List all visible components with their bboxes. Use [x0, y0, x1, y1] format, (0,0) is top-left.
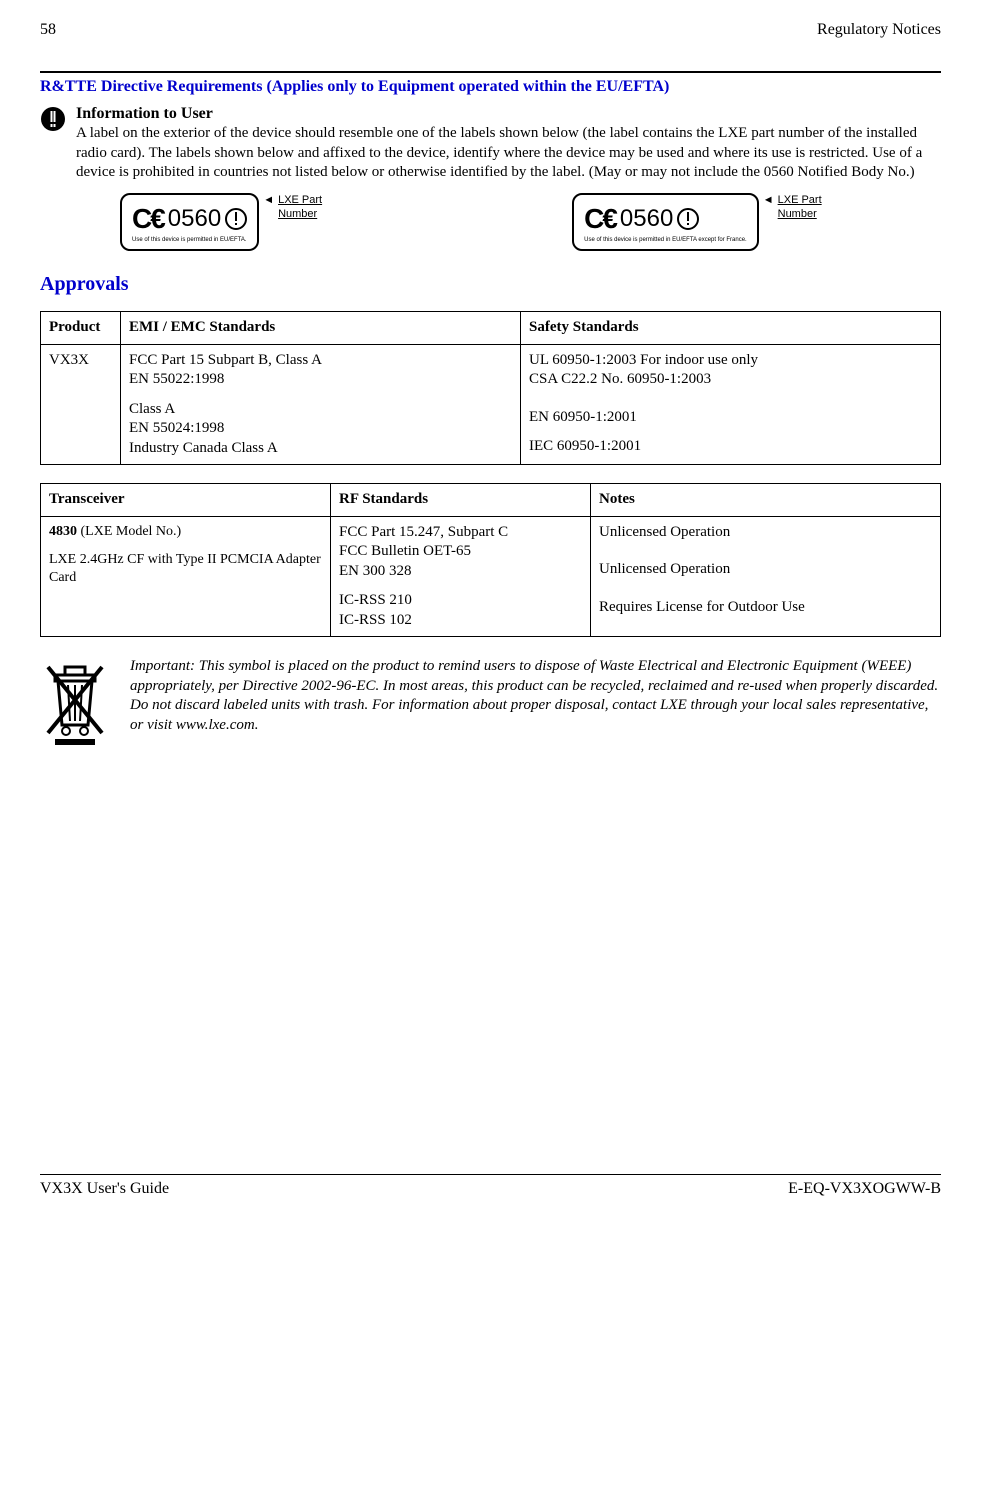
ce-label-2: C€ 0560 Use of this device is permitted …: [572, 193, 822, 251]
product-cell: VX3X: [41, 344, 121, 465]
table-header: EMI / EMC Standards: [121, 312, 521, 345]
cell-line: Class A: [129, 400, 512, 420]
cell-line: IEC 60950-1:2001: [529, 437, 932, 457]
cell-line: IC-RSS 102: [339, 611, 582, 631]
approvals-heading: Approvals: [40, 271, 941, 297]
footer-left: VX3X User's Guide: [40, 1179, 169, 1200]
table-header: Product: [41, 312, 121, 345]
ce-mark-icon: C€: [584, 201, 616, 237]
info-to-user-block: Information to User A label on the exter…: [40, 104, 941, 183]
cell-line: (LXE Model No.): [77, 524, 181, 539]
cell-line: CSA C22.2 No. 60950-1:2003: [529, 370, 932, 390]
table-header: Notes: [591, 484, 941, 517]
arrow-left-icon: ◄: [263, 193, 274, 207]
weee-block: Important: This symbol is placed on the …: [40, 657, 941, 754]
ce-label-1-box: C€ 0560 Use of this device is permitted …: [120, 193, 259, 251]
ce-label-1-smalltext: Use of this device is permitted in EU/EF…: [132, 237, 247, 245]
arrow-left-icon: ◄: [763, 193, 774, 207]
cell-line: FCC Bulletin OET-65: [339, 542, 582, 562]
cell-line: Unlicensed Operation: [599, 523, 932, 543]
cell-line: 4830: [49, 524, 77, 539]
approvals-table-1: Product EMI / EMC Standards Safety Stand…: [40, 311, 941, 465]
table-header: RF Standards: [331, 484, 591, 517]
cell-line: Requires License for Outdoor Use: [599, 598, 932, 618]
ce-label-2-box: C€ 0560 Use of this device is permitted …: [572, 193, 759, 251]
table-row: 4830 (LXE Model No.) LXE 2.4GHz CF with …: [41, 516, 941, 637]
page-number: 58: [40, 20, 56, 41]
emi-cell: FCC Part 15 Subpart B, Class A EN 55022:…: [121, 344, 521, 465]
cell-line: Unlicensed Operation: [599, 560, 932, 580]
info-to-user-title: Information to User: [76, 104, 941, 125]
footer-rule: [40, 1174, 941, 1175]
page-footer: VX3X User's Guide E-EQ-VX3XOGWW-B: [40, 1179, 941, 1200]
ce-notified-body-number: 0560: [168, 203, 221, 234]
cell-line: EN 55024:1998: [129, 419, 512, 439]
cell-line: LXE 2.4GHz CF with Type II PCMCIA Adapte…: [49, 551, 322, 587]
lxe-part-label-1: LXE Part Number: [278, 193, 322, 222]
ce-labels-row: C€ 0560 Use of this device is permitted …: [120, 193, 941, 251]
table-header: Safety Standards: [521, 312, 941, 345]
lxe-part-label-2: LXE Part Number: [778, 193, 822, 222]
table-header-row: Product EMI / EMC Standards Safety Stand…: [41, 312, 941, 345]
footer-right: E-EQ-VX3XOGWW-B: [788, 1179, 941, 1200]
ce-notified-body-number: 0560: [620, 203, 673, 234]
cell-line: EN 300 328: [339, 562, 582, 582]
weee-bin-icon: [40, 657, 110, 754]
safety-cell: UL 60950-1:2003 For indoor use only CSA …: [521, 344, 941, 465]
table-row: VX3X FCC Part 15 Subpart B, Class A EN 5…: [41, 344, 941, 465]
page-section-title: Regulatory Notices: [817, 20, 941, 41]
weee-text: Important: This symbol is placed on the …: [130, 657, 941, 754]
exclamation-icon: [40, 106, 66, 183]
cell-line: EN 60950-1:2001: [529, 408, 932, 428]
ce-label-1: C€ 0560 Use of this device is permitted …: [120, 193, 322, 251]
lxe-part-label-2-line2: Number: [778, 207, 822, 221]
cell-line: FCC Part 15 Subpart B, Class A: [129, 351, 512, 371]
page-header: 58 Regulatory Notices: [40, 20, 941, 41]
lxe-part-label-1-line2: Number: [278, 207, 322, 221]
table-header-row: Transceiver RF Standards Notes: [41, 484, 941, 517]
info-to-user-text: Information to User A label on the exter…: [76, 104, 941, 183]
cell-line: IC-RSS 210: [339, 591, 582, 611]
rf-cell: FCC Part 15.247, Subpart C FCC Bulletin …: [331, 516, 591, 637]
lxe-part-label-1-line1: LXE Part: [278, 193, 322, 207]
alert-circle-icon: [225, 208, 247, 230]
rtte-heading: R&TTE Directive Requirements (Applies on…: [40, 77, 941, 98]
cell-line: UL 60950-1:2003 For indoor use only: [529, 351, 932, 371]
alert-circle-icon: [677, 208, 699, 230]
table-header: Transceiver: [41, 484, 331, 517]
transceiver-cell: 4830 (LXE Model No.) LXE 2.4GHz CF with …: [41, 516, 331, 637]
approvals-table-2: Transceiver RF Standards Notes 4830 (LXE…: [40, 483, 941, 637]
notes-cell: Unlicensed Operation Unlicensed Operatio…: [591, 516, 941, 637]
info-to-user-body: A label on the exterior of the device sh…: [76, 124, 941, 183]
ce-label-2-smalltext: Use of this device is permitted in EU/EF…: [584, 237, 747, 245]
ce-mark-icon: C€: [132, 201, 164, 237]
cell-line: EN 55022:1998: [129, 370, 512, 390]
cell-line: Industry Canada Class A: [129, 439, 512, 459]
header-rule: [40, 71, 941, 73]
cell-line: FCC Part 15.247, Subpart C: [339, 523, 582, 543]
lxe-part-label-2-line1: LXE Part: [778, 193, 822, 207]
